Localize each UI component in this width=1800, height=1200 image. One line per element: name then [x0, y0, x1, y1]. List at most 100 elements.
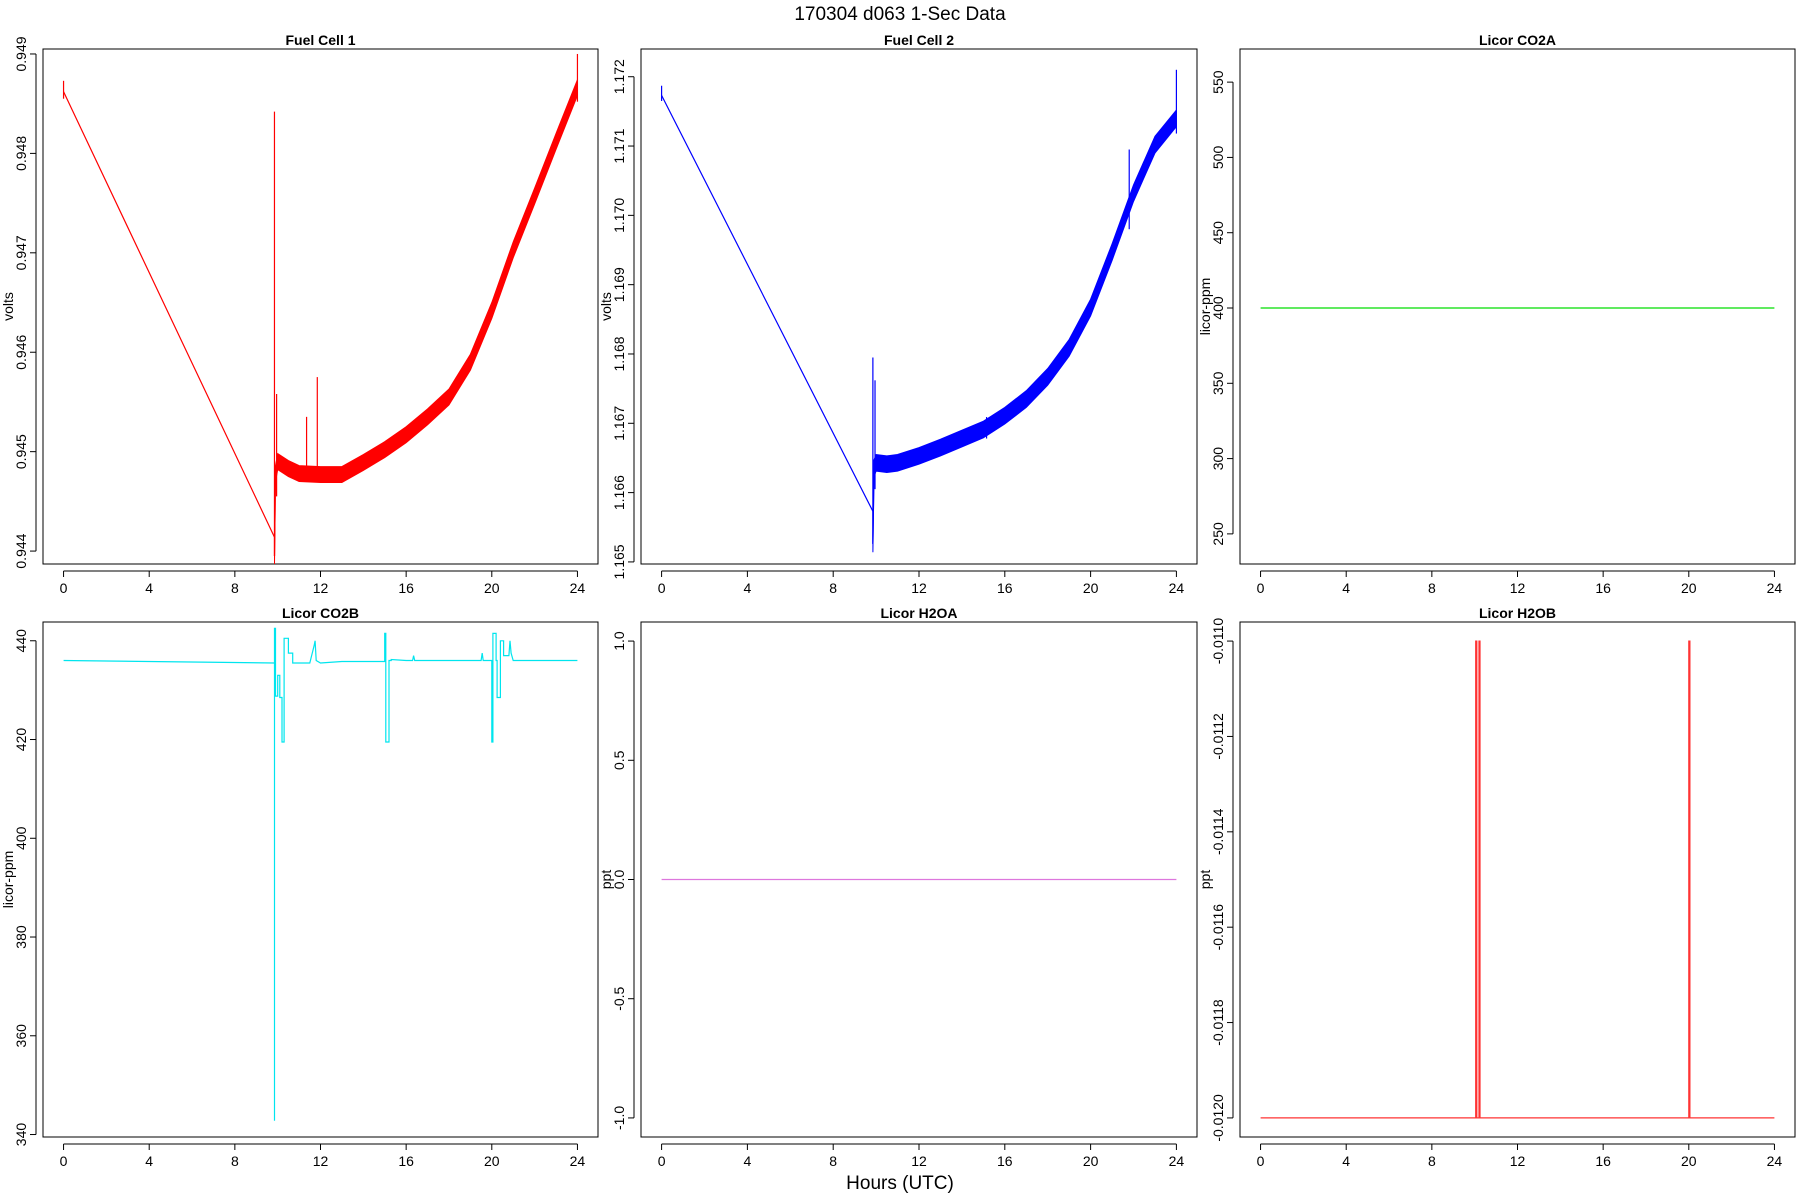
panel-5: Licor H2OA 0 4 8 12 16 20 24 -1.0 -0.5 0.0 0.5 1.0 pp…	[598, 605, 1198, 1169]
plot-frame	[1239, 621, 1796, 1138]
panel-title: Licor H2OB	[1479, 605, 1556, 621]
plot-frame	[42, 48, 599, 565]
y-tick-label: 0.948	[13, 136, 29, 171]
y-tick-label: 1.167	[611, 406, 627, 441]
plot-frame	[1239, 48, 1796, 565]
y-tick-label: -0.0118	[1210, 999, 1226, 1046]
y-tick-label: 250	[1210, 522, 1226, 546]
y-tick-label: -1.0	[611, 1106, 627, 1130]
x-tick-label: 0	[1257, 580, 1265, 596]
x-tick-label: 0	[60, 580, 68, 596]
y-tick-label: 440	[13, 629, 29, 653]
panel-title: Licor H2OA	[880, 605, 957, 621]
x-tick-label: 8	[231, 580, 239, 596]
x-tick-label: 8	[1428, 580, 1436, 596]
y-tick-label: 0.5	[611, 750, 627, 770]
x-tick-label: 8	[829, 580, 837, 596]
y-tick-label: -0.0110	[1210, 618, 1226, 665]
x-tick-label: 4	[743, 1153, 751, 1169]
data-line	[1260, 640, 1775, 1119]
data-band	[274, 79, 578, 564]
x-tick-label: 20	[1681, 1153, 1697, 1169]
x-tick-label: 20	[484, 1153, 500, 1169]
x-tick-label: 0	[1257, 1153, 1265, 1169]
y-tick-label: 400	[13, 826, 29, 850]
x-tick-label: 4	[743, 580, 751, 596]
y-axis-label: volts	[598, 292, 614, 321]
x-tick-label: 8	[829, 1153, 837, 1169]
x-tick-label: 4	[145, 580, 153, 596]
data-layer	[62, 53, 579, 564]
x-tick-label: 0	[658, 580, 666, 596]
panel-2: Fuel Cell 2 0 4 8 12 16 20 24 1.165 1.166 1.167 1.1…	[598, 32, 1198, 596]
x-axis-label: Hours (UTC)	[846, 1173, 954, 1194]
x-tick-label: 12	[911, 1153, 927, 1169]
data-line	[63, 627, 578, 1121]
y-tick-label: -0.5	[611, 986, 627, 1010]
y-tick-label: -0.0116	[1210, 904, 1226, 951]
panel-4: Licor CO2B 0 4 8 12 16 20 24 340 360 380 400 420 440 l…	[0, 605, 599, 1169]
x-tick-label: 16	[1595, 1153, 1611, 1169]
y-tick-label: -0.0112	[1210, 713, 1226, 760]
y-tick-label: 420	[13, 728, 29, 752]
x-tick-label: 12	[313, 1153, 329, 1169]
y-tick-label: 0.0	[611, 870, 627, 890]
y-axis-label: licor-ppm	[0, 851, 16, 909]
plot-frame	[640, 48, 1198, 565]
panel-title: Licor CO2B	[282, 605, 359, 621]
y-tick-label: 350	[1210, 371, 1226, 395]
panel-3: Licor CO2A 0 4 8 12 16 20 24 250 300 350 400 450 500 5…	[1197, 32, 1796, 596]
x-tick-label: 8	[231, 1153, 239, 1169]
x-tick-label: 4	[145, 1153, 153, 1169]
y-axis-label: ppt	[598, 870, 614, 890]
y-tick-label: 0.949	[13, 36, 29, 71]
x-tick-label: 8	[1428, 1153, 1436, 1169]
x-tick-label: 20	[1681, 580, 1697, 596]
x-tick-label: 0	[60, 1153, 68, 1169]
x-tick-label: 12	[1510, 580, 1526, 596]
data-line	[63, 87, 578, 557]
x-tick-label: 16	[1595, 580, 1611, 596]
y-tick-label: 450	[1210, 221, 1226, 245]
data-layer	[63, 627, 578, 1121]
plot-frame	[42, 621, 599, 1138]
panel-1: Fuel Cell 1 0 4 8 12 16 20 24 0.944 0.945 0.946 0.9…	[0, 32, 599, 596]
panel-title: Licor CO2A	[1479, 32, 1556, 48]
panel-6: Licor H2OB 0 4 8 12 16 20 24 -0.0120 -0.0118 -0.01…	[1197, 605, 1796, 1169]
y-tick-label: 340	[13, 1123, 29, 1147]
y-tick-label: 500	[1210, 146, 1226, 170]
x-tick-label: 16	[398, 580, 414, 596]
y-axis-label: ppt	[1197, 870, 1213, 890]
y-tick-label: 300	[1210, 447, 1226, 471]
y-tick-label: 1.171	[611, 128, 627, 163]
y-tick-label: 1.166	[611, 475, 627, 510]
y-tick-label: 1.170	[611, 198, 627, 233]
x-tick-label: 24	[570, 1153, 586, 1169]
x-tick-label: 24	[1169, 1153, 1185, 1169]
x-tick-label: 24	[1767, 1153, 1783, 1169]
y-tick-label: 1.168	[611, 336, 627, 371]
y-tick-label: 400	[1210, 296, 1226, 320]
y-axis-label: licor-ppm	[1197, 278, 1213, 336]
y-tick-label: 360	[13, 1024, 29, 1048]
y-tick-label: 1.172	[611, 59, 627, 94]
x-tick-label: 24	[1767, 580, 1783, 596]
y-tick-label: 0.946	[13, 335, 29, 370]
x-tick-label: 24	[570, 580, 586, 596]
panel-title: Fuel Cell 1	[285, 32, 355, 48]
x-tick-label: 20	[484, 580, 500, 596]
x-tick-label: 4	[1342, 1153, 1350, 1169]
data-layer	[660, 69, 1178, 553]
x-tick-label: 12	[1510, 1153, 1526, 1169]
y-axis-label: volts	[0, 292, 16, 321]
x-tick-label: 0	[658, 1153, 666, 1169]
y-tick-label: 1.169	[611, 267, 627, 302]
y-tick-label: 380	[13, 925, 29, 949]
y-tick-label: -0.0120	[1210, 1094, 1226, 1142]
y-tick-label: 1.0	[611, 631, 627, 651]
plot-frame	[640, 621, 1198, 1138]
data-layer	[1260, 640, 1775, 1119]
y-tick-label: 1.165	[611, 544, 627, 579]
x-tick-label: 16	[997, 580, 1013, 596]
data-line	[661, 95, 1177, 544]
